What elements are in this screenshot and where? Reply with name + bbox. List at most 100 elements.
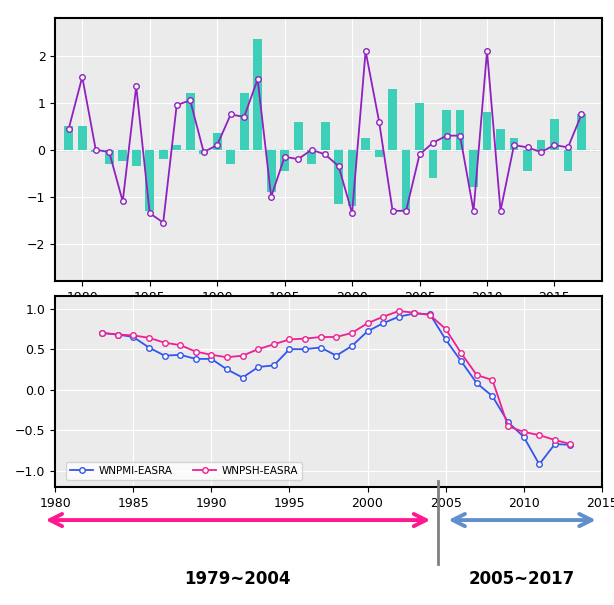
WNPMI-EASRA xyxy=(208,355,215,362)
Bar xyxy=(91,149,100,152)
WNPSH-EASRA xyxy=(489,376,496,384)
WNPSH-EASRA xyxy=(192,348,200,355)
Bar xyxy=(280,149,289,171)
Bar xyxy=(483,112,491,149)
WNPSH-EASRA xyxy=(176,341,184,348)
WNPSH-EASRA xyxy=(98,329,106,336)
WNPMI-EASRA xyxy=(270,362,278,369)
WNPMI-EASRA xyxy=(426,310,433,318)
WNPSH-EASRA xyxy=(286,336,293,343)
Bar xyxy=(186,93,195,149)
Bar xyxy=(293,122,303,149)
Text: 1979~2004: 1979~2004 xyxy=(185,570,291,588)
WNPSH-EASRA xyxy=(457,350,465,357)
Bar xyxy=(469,149,478,188)
Bar xyxy=(240,93,249,149)
Bar xyxy=(577,114,586,149)
Bar xyxy=(442,110,451,149)
WNPMI-EASRA xyxy=(473,379,481,387)
Bar xyxy=(253,39,262,149)
Bar xyxy=(119,149,127,162)
WNPSH-EASRA xyxy=(473,371,481,379)
WNPSH-EASRA xyxy=(317,333,324,341)
WNPMI-EASRA xyxy=(192,355,200,362)
WNPSH-EASRA xyxy=(270,341,278,348)
WNPSH-EASRA xyxy=(208,352,215,359)
WNPMI-EASRA xyxy=(114,331,122,338)
WNPSH-EASRA xyxy=(130,332,137,339)
WNPSH-EASRA xyxy=(364,319,371,327)
Bar xyxy=(348,149,357,206)
Bar xyxy=(402,149,410,211)
WNPMI-EASRA xyxy=(395,313,402,321)
Legend: WNPMI-EASRA, WNPSH-EASRA: WNPMI-EASRA, WNPSH-EASRA xyxy=(66,462,302,480)
WNPSH-EASRA xyxy=(567,440,574,448)
Bar xyxy=(146,149,154,211)
WNPSH-EASRA xyxy=(426,312,433,319)
Bar xyxy=(375,149,384,157)
Bar xyxy=(266,149,276,192)
Bar xyxy=(523,149,532,171)
Text: 2005~2017: 2005~2017 xyxy=(469,570,575,588)
WNPMI-EASRA xyxy=(535,460,543,468)
Bar xyxy=(105,149,114,164)
WNPMI-EASRA xyxy=(161,352,168,359)
Bar xyxy=(388,89,397,149)
WNPMI-EASRA xyxy=(146,344,153,351)
WNPSH-EASRA xyxy=(442,325,449,333)
WNPMI-EASRA xyxy=(348,342,356,350)
WNPSH-EASRA xyxy=(146,334,153,341)
WNPSH-EASRA xyxy=(239,352,246,359)
WNPSH-EASRA xyxy=(551,436,559,443)
WNPMI-EASRA xyxy=(411,310,418,317)
WNPMI-EASRA xyxy=(239,374,246,381)
WNPMI-EASRA xyxy=(567,441,574,448)
Bar xyxy=(510,138,518,149)
WNPSH-EASRA xyxy=(535,431,543,439)
Bar xyxy=(307,149,316,164)
WNPSH-EASRA xyxy=(333,333,340,341)
Bar xyxy=(200,149,208,154)
Bar xyxy=(227,149,235,164)
WNPSH-EASRA xyxy=(301,335,309,342)
WNPMI-EASRA xyxy=(504,419,511,426)
WNPMI-EASRA xyxy=(520,433,527,440)
Bar xyxy=(564,149,572,171)
Bar xyxy=(429,149,437,178)
Bar xyxy=(456,110,464,149)
WNPMI-EASRA xyxy=(255,364,262,371)
Bar xyxy=(173,145,181,149)
WNPMI-EASRA xyxy=(130,333,137,341)
WNPMI-EASRA xyxy=(442,336,449,343)
WNPMI-EASRA xyxy=(317,344,324,351)
WNPMI-EASRA xyxy=(457,358,465,365)
Bar xyxy=(361,138,370,149)
Bar xyxy=(132,149,141,166)
Bar xyxy=(550,119,559,149)
WNPSH-EASRA xyxy=(395,307,402,315)
WNPMI-EASRA xyxy=(489,393,496,400)
WNPMI-EASRA xyxy=(379,319,387,327)
WNPSH-EASRA xyxy=(161,339,168,346)
WNPSH-EASRA xyxy=(223,354,231,361)
Bar xyxy=(159,149,168,159)
Line: WNPMI-EASRA: WNPMI-EASRA xyxy=(99,311,573,467)
Bar xyxy=(78,126,87,149)
WNPSH-EASRA xyxy=(114,331,122,338)
WNPSH-EASRA xyxy=(520,428,527,436)
Bar xyxy=(334,149,343,204)
WNPSH-EASRA xyxy=(379,313,387,321)
WNPSH-EASRA xyxy=(348,329,356,336)
WNPMI-EASRA xyxy=(176,352,184,359)
WNPMI-EASRA xyxy=(551,440,559,448)
WNPSH-EASRA xyxy=(504,422,511,430)
WNPSH-EASRA xyxy=(255,345,262,353)
WNPMI-EASRA xyxy=(364,328,371,335)
WNPMI-EASRA xyxy=(286,345,293,353)
Bar xyxy=(415,103,424,149)
Bar xyxy=(64,126,73,149)
Bar xyxy=(321,122,330,149)
WNPMI-EASRA xyxy=(301,345,309,353)
Line: WNPSH-EASRA: WNPSH-EASRA xyxy=(99,309,573,447)
Bar xyxy=(213,133,222,149)
